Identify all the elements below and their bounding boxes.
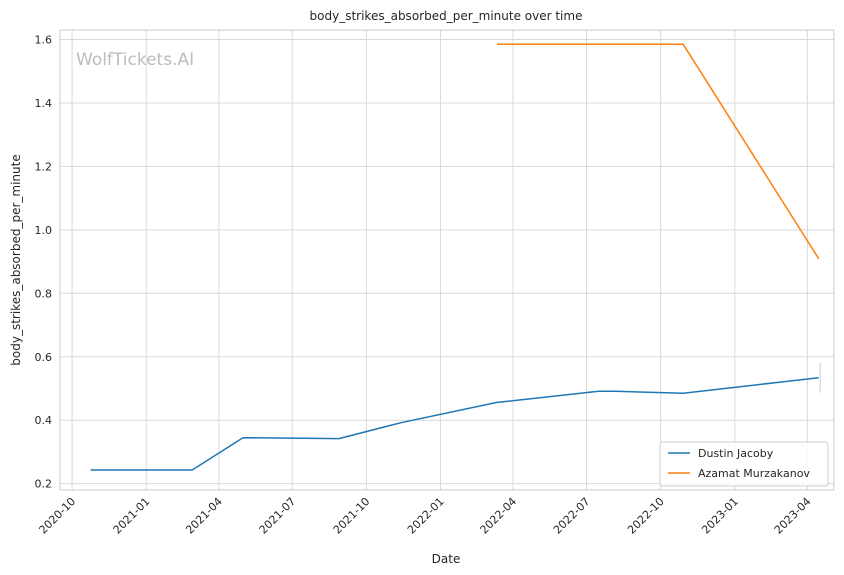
y-tick-label: 1.0 bbox=[35, 224, 53, 237]
y-tick-label: 1.2 bbox=[35, 160, 53, 173]
x-gridlines bbox=[71, 30, 808, 490]
legend-box bbox=[659, 441, 829, 487]
y-gridlines bbox=[60, 39, 834, 485]
y-tick-label: 0.2 bbox=[35, 478, 53, 491]
y-tick-label: 0.6 bbox=[35, 351, 53, 364]
watermark-text: WolfTickets.AI bbox=[76, 50, 194, 70]
legend-label-2: Azamat Murzakanov bbox=[698, 467, 810, 480]
y-tick-label: 0.4 bbox=[35, 414, 53, 427]
y-axis: 0.2 0.4 0.6 0.8 1.0 1.2 1.4 1.6 bbox=[35, 34, 53, 491]
series-line-2 bbox=[497, 43, 820, 260]
plot-area: WolfTickets.AI bbox=[59, 29, 835, 491]
y-tick-label: 1.4 bbox=[35, 97, 53, 110]
series-line-1 bbox=[90, 376, 819, 471]
legend: Dustin Jacoby Azamat Murzakanov bbox=[659, 441, 829, 487]
x-axis-label: Date bbox=[432, 552, 461, 566]
plot-frame bbox=[59, 29, 835, 491]
chart-title: body_strikes_absorbed_per_minute over ti… bbox=[310, 9, 583, 23]
y-axis-label: body_strikes_absorbed_per_minute bbox=[9, 154, 23, 365]
series-layer bbox=[90, 43, 821, 471]
y-tick-label: 1.6 bbox=[35, 34, 53, 47]
y-tick-label: 0.8 bbox=[35, 287, 53, 300]
legend-label-1: Dustin Jacoby bbox=[698, 447, 774, 460]
